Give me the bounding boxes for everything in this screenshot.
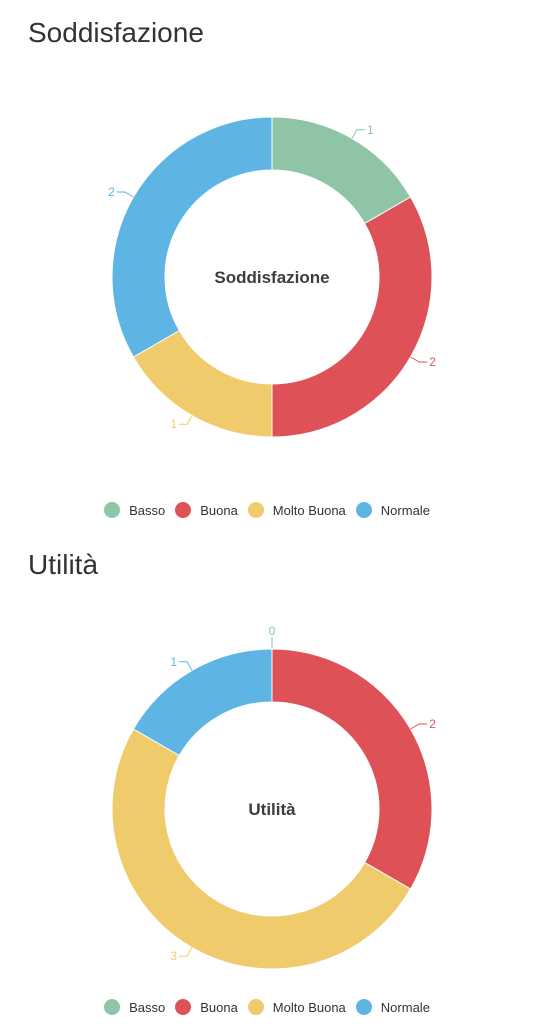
- legend-item-normale[interactable]: Normale: [355, 502, 430, 518]
- label-leader-line-basso: [351, 129, 365, 139]
- legend-label: Molto Buona: [272, 999, 346, 1015]
- slice-value-label-molto-buona: 1: [170, 417, 177, 431]
- legend-item-buona[interactable]: Buona: [175, 502, 238, 518]
- legend-label: Molto Buona: [272, 502, 346, 518]
- chart-title: Utilità: [28, 549, 99, 580]
- legend-item-normale[interactable]: Normale: [355, 999, 430, 1015]
- donut-center-label: Soddisfazione: [214, 268, 329, 287]
- legend-label: Buona: [200, 999, 238, 1015]
- donut-slice-normale[interactable]: [132, 648, 273, 757]
- slice-value-label-basso: 1: [367, 123, 374, 137]
- label-leader-line-buona: [410, 356, 428, 363]
- label-leader-line-molto-buona: [179, 947, 193, 957]
- legend-item-buona[interactable]: Buona: [175, 999, 238, 1015]
- slice-value-label-buona: 2: [429, 355, 436, 369]
- legend-item-basso[interactable]: Basso: [104, 502, 165, 518]
- donut-center-label: Utilità: [248, 800, 296, 819]
- legend-swatch: [355, 502, 372, 518]
- slice-value-label-molto-buona: 3: [170, 949, 177, 963]
- donut-slice-normale[interactable]: [111, 116, 273, 358]
- chart-title: Soddisfazione: [28, 17, 204, 48]
- donut-chart: 0 2 3 1 Utilità: [111, 624, 436, 970]
- slice-value-label-basso: 0: [269, 624, 276, 638]
- legend-label: Basso: [129, 502, 166, 518]
- slice-value-label-buona: 2: [429, 717, 436, 731]
- legend-item-basso[interactable]: Basso: [104, 999, 165, 1015]
- legend-swatch: [175, 502, 192, 518]
- donut-slice-molto-buona[interactable]: [132, 329, 273, 438]
- label-leader-line-buona: [410, 723, 428, 730]
- legend-swatch: [247, 502, 264, 518]
- donut-slice-buona[interactable]: [271, 196, 433, 438]
- legend-swatch: [247, 999, 264, 1015]
- chart-legend: Basso Buona Molto Buona Normale: [0, 999, 534, 1015]
- label-leader-line-normale: [116, 191, 134, 198]
- chart-section-utilita: Utilità 0 2 3 1 Utilità Basso Buona Molto Buon…: [0, 530, 534, 1028]
- legend-swatch: [355, 999, 372, 1015]
- legend-swatch: [104, 502, 121, 518]
- slice-value-label-normale: 2: [108, 185, 115, 199]
- chart-section-soddisfazione: Soddisfazione 1 2 1 2 Soddisfazione Basso Buo…: [0, 17, 534, 518]
- label-leader-line-molto-buona: [179, 415, 193, 425]
- legend-label: Normale: [380, 999, 430, 1015]
- legend-swatch: [175, 999, 192, 1015]
- label-leader-line-normale: [179, 661, 193, 671]
- legend-label: Normale: [380, 502, 430, 518]
- donut-chart: 1 2 1 2 Soddisfazione: [108, 116, 436, 438]
- legend-label: Buona: [200, 502, 238, 518]
- legend-item-molto-buona[interactable]: Molto Buona: [247, 999, 346, 1015]
- legend-item-molto-buona[interactable]: Molto Buona: [247, 502, 346, 518]
- legend-label: Basso: [129, 999, 166, 1015]
- donut-slice-basso[interactable]: [271, 116, 412, 225]
- chart-legend: Basso Buona Molto Buona Normale: [0, 502, 534, 518]
- donut-slice-molto-buona[interactable]: [111, 728, 412, 970]
- slice-value-label-normale: 1: [170, 655, 177, 669]
- donut-slice-buona[interactable]: [271, 648, 433, 890]
- legend-swatch: [104, 999, 121, 1015]
